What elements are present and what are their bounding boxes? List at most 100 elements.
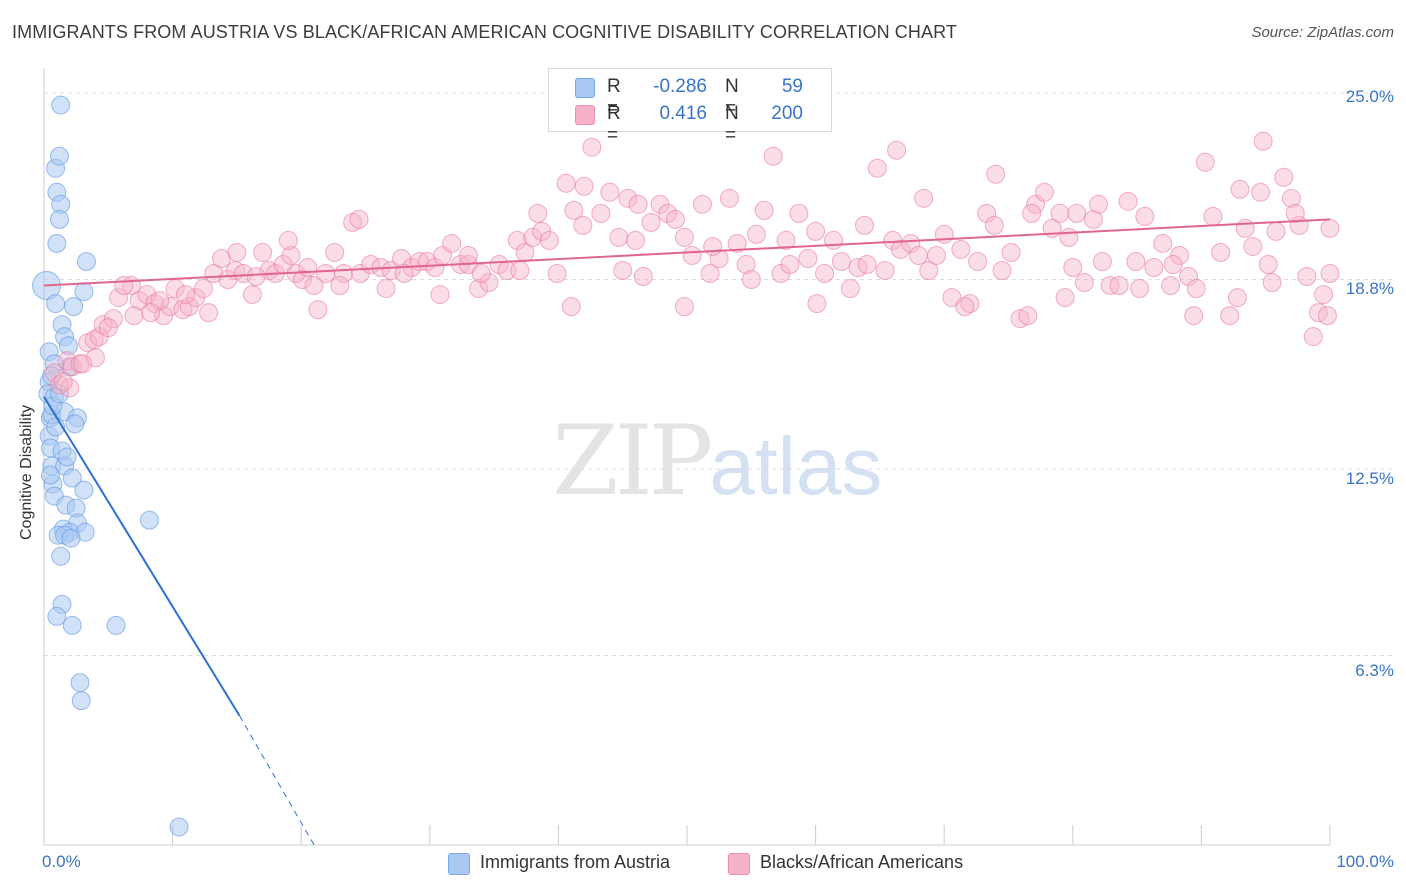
black-point xyxy=(1153,233,1173,253)
chart-title: IMMIGRANTS FROM AUSTRIA VS BLACK/AFRICAN… xyxy=(12,22,957,42)
black-point xyxy=(458,245,478,265)
austria-point xyxy=(169,817,189,837)
black-point xyxy=(1186,279,1206,299)
black-point xyxy=(1266,221,1286,241)
black-point xyxy=(281,245,301,265)
black-point xyxy=(1285,203,1305,223)
legend-n-value-black: 200 xyxy=(771,103,803,124)
watermark-atlas: atlas xyxy=(709,421,883,512)
black-point xyxy=(528,203,548,223)
black-point xyxy=(330,276,350,296)
black-point xyxy=(1092,251,1112,271)
black-point xyxy=(1320,264,1340,284)
austria-point xyxy=(106,615,126,635)
bottom-legend-label-black: Blacks/African Americans xyxy=(760,852,964,872)
source-label: Source: ZipAtlas.com xyxy=(1251,24,1394,41)
black-point xyxy=(129,291,149,311)
austria-point xyxy=(139,510,159,530)
black-point xyxy=(815,264,835,284)
series-1-points xyxy=(44,131,1340,398)
black-point xyxy=(806,221,826,241)
black-point xyxy=(73,354,93,374)
y-tick-18-8: 18.8% xyxy=(1345,279,1394,298)
black-point xyxy=(926,245,946,265)
black-point xyxy=(1251,182,1271,202)
black-point xyxy=(754,200,774,220)
black-point xyxy=(609,227,629,247)
black-point xyxy=(1281,188,1301,208)
austria-point xyxy=(74,282,94,302)
black-point xyxy=(914,188,934,208)
trend-line-1 xyxy=(43,218,1331,287)
black-point xyxy=(746,224,766,244)
legend-r-value-black: 0.416 xyxy=(659,103,707,124)
black-point xyxy=(1035,182,1055,202)
black-point xyxy=(469,279,489,299)
black-point xyxy=(227,242,247,262)
legend-r-value-austria: -0.286 xyxy=(653,76,707,97)
black-point xyxy=(103,309,123,329)
austria-point xyxy=(46,294,66,314)
black-point xyxy=(442,233,462,253)
black-point xyxy=(349,209,369,229)
black-point xyxy=(674,297,694,317)
black-point xyxy=(564,200,584,220)
black-point xyxy=(700,264,720,284)
black-point xyxy=(1118,191,1138,211)
black-point xyxy=(626,230,646,250)
legend-r-label: R = xyxy=(607,103,621,146)
black-point xyxy=(789,203,809,223)
bottom-legend-label-austria: Immigrants from Austria xyxy=(480,852,671,872)
trend-line-0 xyxy=(43,396,241,717)
black-point xyxy=(831,251,851,271)
black-point xyxy=(887,140,907,160)
black-point xyxy=(776,230,796,250)
black-point xyxy=(574,176,594,196)
bottom-legend-swatch-black xyxy=(728,853,750,875)
black-point xyxy=(703,236,723,256)
black-point xyxy=(613,261,633,281)
black-point xyxy=(1243,236,1263,256)
watermark-zip: ZIP xyxy=(552,405,713,517)
austria-point xyxy=(62,615,82,635)
austria-point xyxy=(76,251,96,271)
black-point xyxy=(1074,273,1094,293)
black-point xyxy=(325,242,345,262)
legend-n-value-austria: 59 xyxy=(781,76,803,97)
black-point xyxy=(942,288,962,308)
x-tick-0: 0.0% xyxy=(42,852,81,871)
austria-point xyxy=(49,146,69,166)
black-point xyxy=(1067,203,1087,223)
black-point xyxy=(692,194,712,214)
black-point xyxy=(1163,254,1183,274)
black-point xyxy=(425,258,445,277)
austria-point xyxy=(64,297,84,317)
bottom-legend-swatch-austria xyxy=(448,853,470,875)
black-point xyxy=(919,261,939,281)
black-point xyxy=(890,239,910,259)
black-point xyxy=(1063,258,1083,277)
austria-point xyxy=(62,468,82,488)
black-point xyxy=(682,245,702,265)
black-point xyxy=(124,306,144,326)
black-point xyxy=(510,261,530,281)
black-point xyxy=(807,294,827,314)
black-point xyxy=(968,251,988,271)
black-point xyxy=(292,270,312,290)
black-point xyxy=(1320,218,1340,238)
black-point xyxy=(489,254,509,274)
austria-point xyxy=(65,414,85,434)
black-point xyxy=(934,224,954,244)
black-point xyxy=(977,203,997,223)
black-point xyxy=(233,264,253,284)
watermark: ZIPatlas xyxy=(552,405,882,517)
black-point xyxy=(901,233,921,253)
black-point xyxy=(719,188,739,208)
black-point xyxy=(114,276,134,296)
legend-r-label: R = xyxy=(607,76,621,119)
black-point xyxy=(1083,209,1103,229)
black-point xyxy=(109,288,129,308)
black-point xyxy=(1109,276,1129,296)
black-point xyxy=(875,261,895,281)
black-point xyxy=(960,294,980,314)
